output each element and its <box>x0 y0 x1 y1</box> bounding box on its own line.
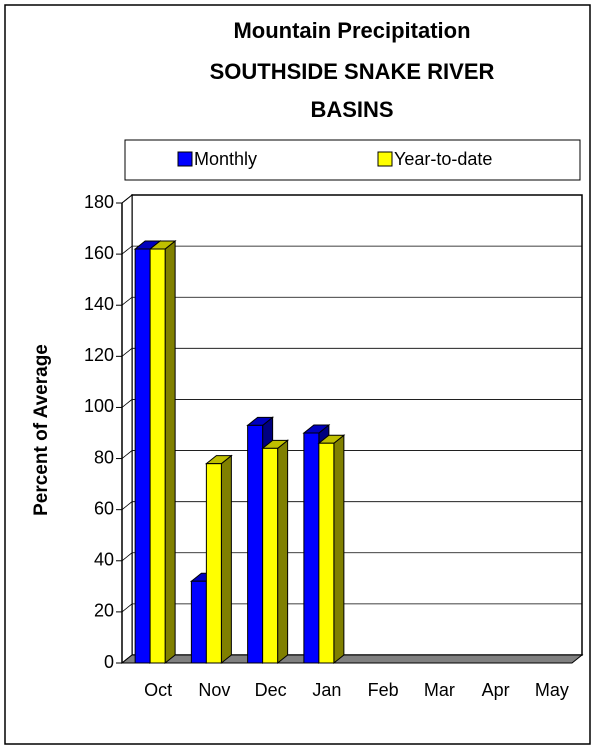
y-tick-label: 40 <box>94 550 114 570</box>
grid-line <box>121 450 582 459</box>
grid-line <box>121 245 582 255</box>
x-tick-label: Oct <box>144 680 172 700</box>
chart-title: BASINS <box>310 97 393 122</box>
bar <box>134 248 151 664</box>
legend-label: Year-to-date <box>394 149 492 169</box>
y-tick-label: 60 <box>94 498 114 518</box>
y-tick-label: 80 <box>94 447 114 467</box>
legend <box>124 139 581 181</box>
y-tick-label: 120 <box>84 345 114 365</box>
grid-line <box>121 603 582 613</box>
y-tick-label: 160 <box>84 243 114 263</box>
grid-line <box>121 399 582 408</box>
grid-line <box>121 501 582 510</box>
chart-title: Mountain Precipitation <box>233 18 470 43</box>
plot-side-wall <box>121 193 133 665</box>
grid-line <box>121 296 582 306</box>
chart-title: SOUTHSIDE SNAKE RIVER <box>210 59 495 84</box>
bar <box>303 432 320 664</box>
legend-swatch <box>377 151 393 167</box>
y-tick-label: 0 <box>104 652 114 672</box>
x-tick-label: Dec <box>255 680 287 700</box>
y-tick-label: 100 <box>84 396 114 416</box>
bar-side <box>164 239 176 665</box>
bar-side <box>333 434 345 665</box>
x-tick-label: Feb <box>368 680 399 700</box>
grid-line <box>121 552 582 562</box>
grid-line <box>121 347 582 357</box>
legend-label: Monthly <box>194 149 257 169</box>
x-tick-label: Apr <box>482 680 510 700</box>
legend-swatch <box>177 151 193 167</box>
bar <box>149 248 166 664</box>
y-axis-label: Percent of Average <box>31 344 52 516</box>
bar-side <box>277 439 289 665</box>
y-tick-label: 180 <box>84 192 114 212</box>
x-tick-label: Mar <box>424 680 455 700</box>
bar-side <box>220 454 232 665</box>
bar <box>190 580 207 664</box>
x-tick-label: Jan <box>312 680 341 700</box>
x-tick-label: Nov <box>198 680 230 700</box>
bar <box>262 447 279 664</box>
grid-line <box>121 194 582 204</box>
bar <box>247 424 264 664</box>
bar <box>205 463 222 664</box>
x-tick-label: May <box>535 680 569 700</box>
plot-floor <box>120 654 584 664</box>
y-tick-label: 20 <box>94 601 114 621</box>
y-tick-label: 140 <box>84 294 114 314</box>
bar <box>318 442 335 664</box>
